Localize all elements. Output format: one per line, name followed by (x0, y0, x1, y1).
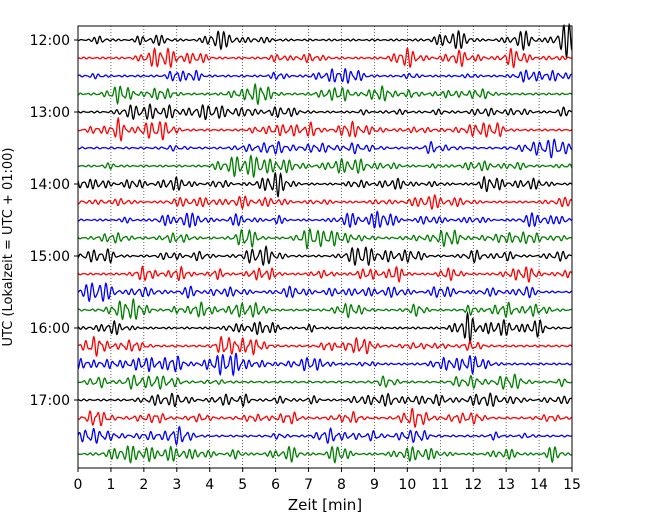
x-tick-label: 12 (464, 477, 482, 493)
trace-1745 (77, 445, 573, 464)
trace-1345 (77, 154, 573, 179)
trace-1230 (77, 67, 573, 85)
y-tick-label: 14:00 (30, 177, 70, 193)
trace-1700 (77, 392, 573, 408)
x-tick-label: 11 (431, 477, 449, 493)
x-tick-label: 10 (398, 477, 416, 493)
trace-1400 (77, 171, 573, 198)
trace-1730 (77, 425, 573, 446)
x-tick-label: 5 (238, 477, 247, 493)
trace-1330 (77, 138, 573, 159)
trace-1615 (77, 335, 573, 357)
trace-1200 (77, 22, 573, 58)
x-tick-label: 8 (337, 477, 346, 493)
trace-1545 (77, 297, 573, 321)
trace-1715 (77, 407, 573, 428)
x-tick-label: 7 (304, 477, 313, 493)
y-tick-label: 15:00 (30, 249, 70, 265)
x-tick-label: 4 (205, 477, 214, 493)
trace-1315 (77, 116, 573, 142)
trace-1215 (77, 47, 573, 69)
y-axis-title: UTC (Lokalzeit = UTC + 01:00) (1, 148, 16, 347)
x-axis-title: Zeit [min] (288, 496, 362, 514)
x-axis: 0 1 2 3 4 5 6 7 8 9 10 11 12 13 14 15 (74, 468, 581, 493)
x-tick-label: 1 (106, 477, 115, 493)
x-tick-label: 3 (172, 477, 181, 493)
trace-1430 (77, 210, 573, 229)
x-tick-label: 2 (139, 477, 148, 493)
y-tick-label: 12:00 (30, 33, 70, 49)
x-tick-label: 13 (497, 477, 515, 493)
x-tick-label: 6 (271, 477, 280, 493)
trace-1300 (77, 103, 573, 121)
y-axis: 12:00 13:00 14:00 15:00 16:00 17:00 (30, 33, 78, 409)
x-tick-label: 0 (74, 477, 83, 493)
plot-frame (77, 25, 573, 469)
y-tick-label: 13:00 (30, 105, 70, 121)
trace-1530 (77, 282, 573, 303)
x-tick-label: 15 (563, 477, 581, 493)
trace-1645 (77, 373, 573, 390)
traces (77, 22, 573, 464)
trace-1600 (77, 310, 573, 345)
trace-1630 (77, 352, 573, 377)
trace-1245 (77, 82, 573, 106)
x-tick-label: 9 (370, 477, 379, 493)
x-tick-label: 14 (530, 477, 548, 493)
trace-1445 (77, 227, 573, 250)
trace-1500 (77, 245, 573, 267)
trace-1515 (77, 265, 573, 284)
y-tick-label: 17:00 (30, 393, 70, 409)
trace-1415 (77, 194, 573, 211)
y-tick-label: 16:00 (30, 321, 70, 337)
